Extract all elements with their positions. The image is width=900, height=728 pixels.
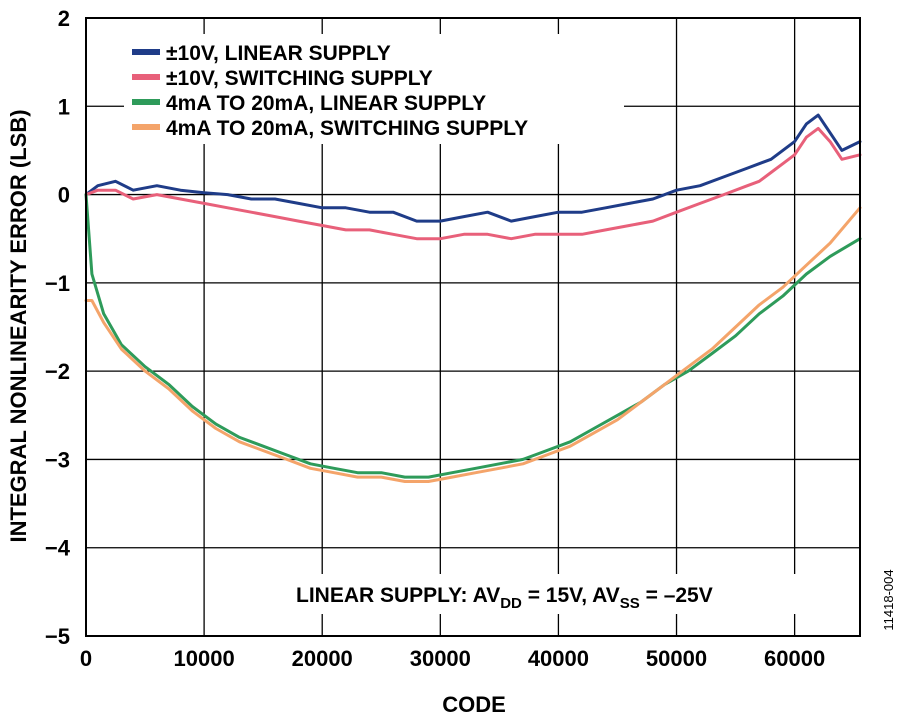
- supply-annotation: LINEAR SUPPLY: AVDD = 15V, AVSS = –25V: [296, 584, 713, 612]
- annotation-sub-ss: SS: [620, 595, 640, 612]
- y-tick-label: −3: [45, 447, 70, 472]
- legend-label-1: ±10V, LINEAR SUPPLY: [166, 42, 391, 65]
- x-tick-labels: 0 10000 20000 30000 40000 50000 60000: [80, 646, 825, 671]
- x-tick-label: 0: [80, 646, 92, 671]
- plot-frame: [85, 17, 861, 637]
- x-tick-label: 10000: [174, 646, 235, 671]
- x-axis-title: CODE: [442, 692, 506, 717]
- annotation-backdrop: [292, 574, 848, 614]
- y-tick-label: −5: [45, 624, 70, 649]
- legend: ±10V, LINEAR SUPPLY±10V, SWITCHING SUPPL…: [124, 34, 624, 144]
- y-tick-label: −2: [45, 359, 70, 384]
- legend-backdrop: [124, 34, 624, 144]
- series-line-4: [84, 206, 862, 483]
- x-tick-label: 40000: [528, 646, 589, 671]
- y-tick-label: 2: [58, 6, 70, 31]
- y-tick-label: −4: [45, 536, 71, 561]
- y-tick-label: 1: [58, 94, 70, 119]
- series-line-1: [84, 113, 862, 223]
- annotation-sub-dd: DD: [500, 595, 522, 612]
- y-tick-label: 0: [58, 183, 70, 208]
- legend-label-3: 4mA TO 20mA, LINEAR SUPPLY: [166, 92, 486, 115]
- legend-label-2: ±10V, SWITCHING SUPPLY: [166, 67, 433, 90]
- x-tick-label: 50000: [646, 646, 707, 671]
- annotation-suffix: = –25V: [640, 584, 713, 607]
- legend-label-4: 4mA TO 20mA, SWITCHING SUPPLY: [166, 117, 528, 140]
- x-tick-label: 30000: [410, 646, 471, 671]
- annotation-prefix: LINEAR SUPPLY: AV: [296, 584, 500, 607]
- x-tick-label: 20000: [292, 646, 353, 671]
- series-line-2: [84, 126, 862, 241]
- series-lines: [84, 113, 862, 483]
- x-tick-label: 60000: [764, 646, 825, 671]
- y-axis-title: INTEGRAL NONLINEARITY ERROR (LSB): [6, 109, 31, 542]
- y-tick-labels: 2 1 0 −1 −2 −3 −4 −5: [45, 6, 71, 649]
- annotation-mid: = 15V, AV: [522, 584, 620, 607]
- series-line-3: [84, 193, 862, 479]
- figure-id: 11418-004: [881, 569, 896, 630]
- y-tick-label: −1: [45, 271, 70, 296]
